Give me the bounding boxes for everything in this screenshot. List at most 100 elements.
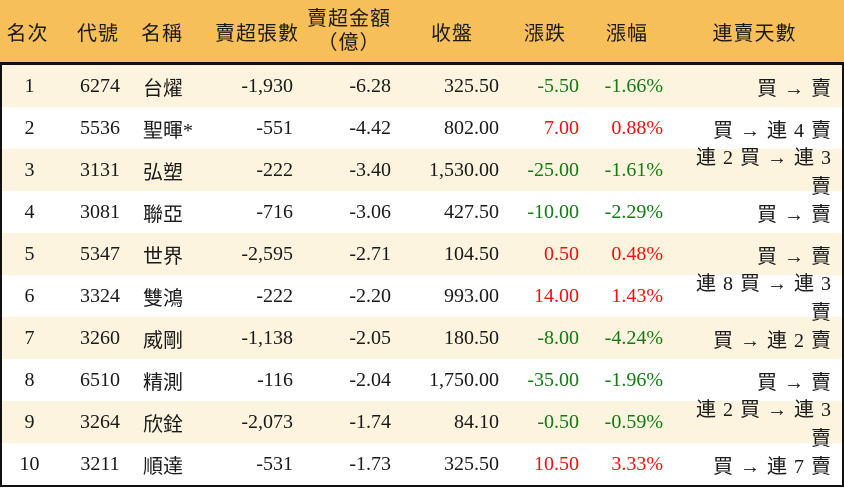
- cell-change: -0.50: [537, 410, 579, 433]
- cell-close: 325.50: [444, 74, 499, 97]
- cell-code: 3260: [80, 326, 120, 349]
- cell-change-pct: 0.88%: [611, 116, 663, 139]
- header-sell-volume: 賣超張數: [215, 22, 299, 45]
- cell-sell-volume: -116: [257, 368, 293, 391]
- table-row: 5 5347 世界 -2,595 -2.71 104.50 0.50 0.48%…: [2, 233, 842, 275]
- cell-change: 7.00: [544, 116, 579, 139]
- table-row: 7 3260 威剛 -1,138 -2.05 180.50 -8.00 -4.2…: [2, 317, 842, 359]
- cell-change-pct: -1.96%: [604, 368, 663, 391]
- cell-sell-volume: -2,073: [241, 410, 293, 433]
- cell-change: -35.00: [527, 368, 579, 391]
- cell-change: -25.00: [527, 158, 579, 181]
- table-row: 10 3211 順達 -531 -1.73 325.50 10.50 3.33%…: [2, 443, 842, 485]
- cell-close: 1,750.00: [429, 368, 499, 391]
- cell-code: 5347: [80, 242, 120, 265]
- header-change-pct: 漲幅: [606, 22, 648, 45]
- cell-change-pct: -2.29%: [604, 200, 663, 223]
- cell-change: -5.50: [537, 74, 579, 97]
- table-row: 8 6510 精測 -116 -2.04 1,750.00 -35.00 -1.…: [2, 359, 842, 401]
- table-row: 6 3324 雙鴻 -222 -2.20 993.00 14.00 1.43% …: [2, 273, 842, 324]
- cell-rank: 7: [24, 326, 35, 349]
- cell-sell-amount: -1.73: [349, 452, 391, 475]
- cell-change: -10.00: [527, 200, 579, 223]
- cell-code: 3324: [80, 284, 120, 307]
- table-body: 1 6274 台燿 -1,930 -6.28 325.50 -5.50 -1.6…: [0, 62, 844, 487]
- cell-sell-amount: -2.20: [349, 284, 391, 307]
- cell-rank: 5: [24, 242, 35, 265]
- cell-streak: 買 → 賣: [757, 203, 832, 226]
- cell-name: 雙鴻: [143, 287, 183, 310]
- cell-streak: 連 2 買 → 連 3 賣: [696, 147, 832, 198]
- cell-rank: 10: [19, 452, 40, 475]
- cell-sell-amount: -1.74: [349, 410, 391, 433]
- cell-close: 802.00: [444, 116, 499, 139]
- table-row: 2 5536 聖暉* -551 -4.42 802.00 7.00 0.88% …: [2, 107, 842, 149]
- table-row: 1 6274 台燿 -1,930 -6.28 325.50 -5.50 -1.6…: [2, 65, 842, 107]
- cell-streak: 買 → 賣: [757, 77, 832, 100]
- cell-name: 世界: [143, 245, 183, 268]
- cell-name: 精測: [143, 371, 183, 394]
- table-header-row: 名次 代號 名稱 賣超張數 賣超金額 （億） 收盤 漲跌 漲幅 連賣天數: [0, 0, 844, 62]
- cell-streak: 買 → 賣: [757, 371, 832, 394]
- cell-rank: 2: [24, 116, 35, 139]
- cell-close: 325.50: [444, 452, 499, 475]
- cell-change-pct: -1.66%: [604, 74, 663, 97]
- cell-sell-amount: -4.42: [349, 116, 391, 139]
- header-sell-amount-line2: （億）: [317, 32, 381, 54]
- cell-sell-amount: -2.71: [349, 242, 391, 265]
- cell-sell-amount: -6.28: [349, 74, 391, 97]
- cell-sell-amount: -3.40: [349, 158, 391, 181]
- cell-code: 5536: [80, 116, 120, 139]
- cell-close: 180.50: [444, 326, 499, 349]
- cell-streak: 買 → 連 7 賣: [713, 455, 832, 478]
- cell-close: 1,530.00: [429, 158, 499, 181]
- cell-name: 聯亞: [143, 203, 183, 226]
- header-name: 名稱: [141, 22, 183, 45]
- cell-rank: 6: [24, 284, 35, 307]
- cell-rank: 1: [24, 74, 35, 97]
- cell-sell-volume: -1,138: [241, 326, 293, 349]
- cell-sell-volume: -716: [256, 200, 293, 223]
- cell-change-pct: -1.61%: [604, 158, 663, 181]
- cell-change-pct: 3.33%: [611, 452, 663, 475]
- cell-close: 84.10: [454, 410, 499, 433]
- cell-change: 10.50: [534, 452, 579, 475]
- cell-sell-volume: -222: [256, 158, 293, 181]
- cell-sell-volume: -531: [256, 452, 293, 475]
- cell-code: 3264: [80, 410, 120, 433]
- header-rank: 名次: [6, 22, 49, 45]
- cell-streak: 連 2 買 → 連 3 賣: [696, 399, 832, 450]
- cell-sell-volume: -1,930: [241, 74, 293, 97]
- cell-close: 427.50: [444, 200, 499, 223]
- cell-rank: 8: [24, 368, 35, 391]
- table-row: 3 3131 弘塑 -222 -3.40 1,530.00 -25.00 -1.…: [2, 147, 842, 198]
- cell-sell-volume: -2,595: [241, 242, 293, 265]
- cell-change: 0.50: [544, 242, 579, 265]
- cell-change-pct: -4.24%: [604, 326, 663, 349]
- header-code: 代號: [77, 22, 119, 45]
- cell-name: 聖暉*: [143, 119, 193, 142]
- cell-change: -8.00: [537, 326, 579, 349]
- cell-streak: 連 8 買 → 連 3 賣: [696, 273, 832, 324]
- cell-name: 台燿: [143, 77, 183, 100]
- cell-streak: 買 → 連 4 賣: [713, 119, 832, 142]
- cell-close: 104.50: [444, 242, 499, 265]
- header-close: 收盤: [431, 22, 473, 45]
- cell-code: 6510: [80, 368, 120, 391]
- cell-streak: 買 → 連 2 賣: [713, 329, 832, 352]
- cell-code: 3131: [80, 158, 120, 181]
- cell-rank: 3: [24, 158, 35, 181]
- cell-name: 欣銓: [143, 413, 183, 436]
- header-sell-amount: 賣超金額 （億）: [299, 7, 399, 55]
- table-row: 9 3264 欣銓 -2,073 -1.74 84.10 -0.50 -0.59…: [2, 399, 842, 450]
- cell-sell-volume: -551: [256, 116, 293, 139]
- table-row: 4 3081 聯亞 -716 -3.06 427.50 -10.00 -2.29…: [2, 191, 842, 233]
- cell-name: 順達: [143, 455, 183, 478]
- cell-name: 威剛: [143, 329, 183, 352]
- cell-streak: 買 → 賣: [757, 245, 832, 268]
- header-change: 漲跌: [524, 22, 566, 45]
- cell-change: 14.00: [534, 284, 579, 307]
- cell-change-pct: 1.43%: [611, 284, 663, 307]
- cell-code: 3211: [80, 452, 120, 475]
